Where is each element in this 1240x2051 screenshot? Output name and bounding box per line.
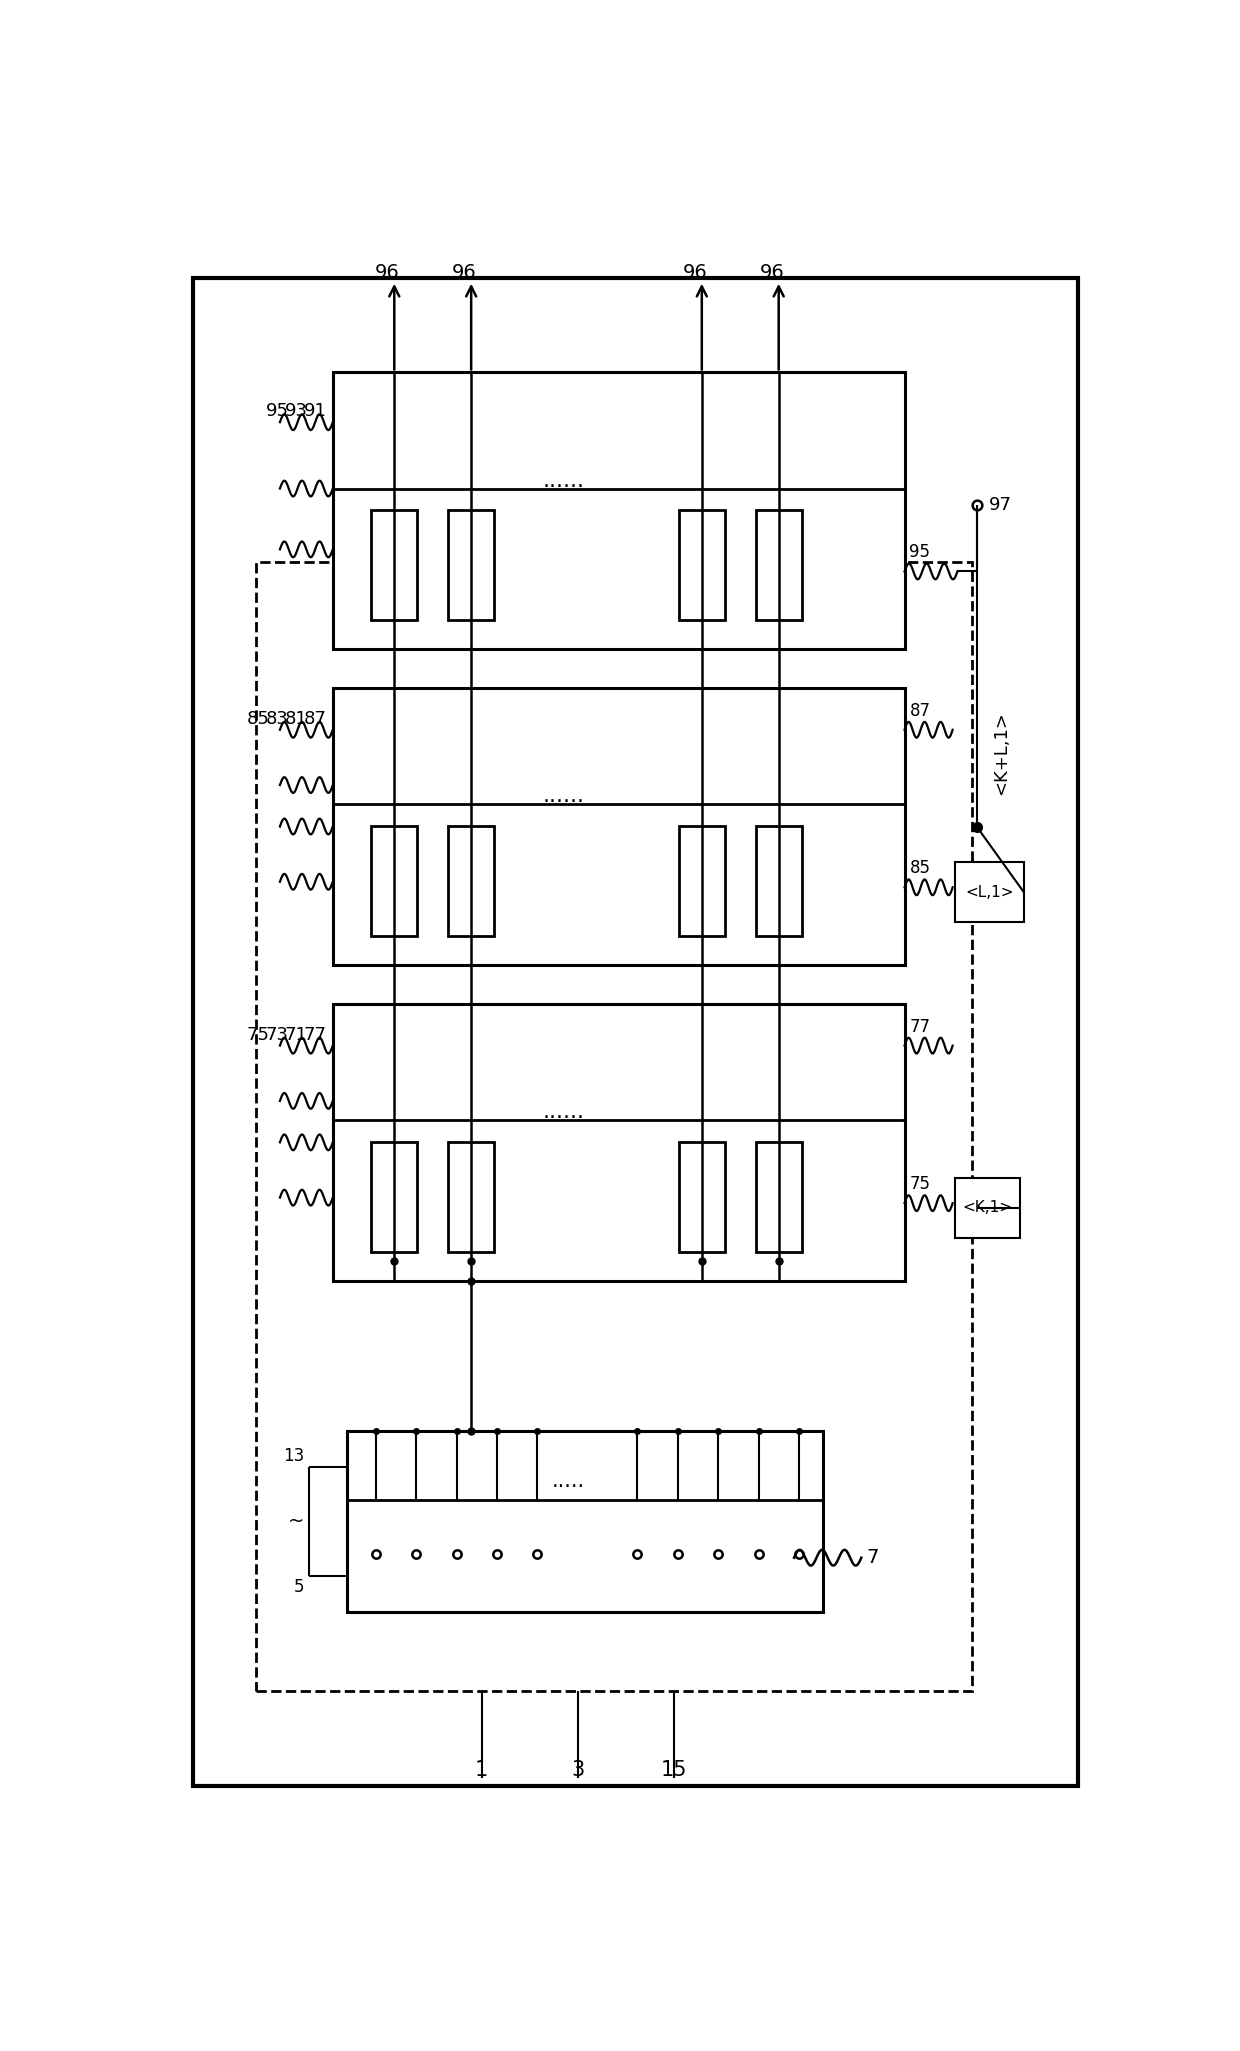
Text: 87: 87 [909,701,930,720]
Bar [448,1142,495,1251]
Text: <K,1>: <K,1> [962,1200,1012,1216]
Text: 73: 73 [265,1026,289,1044]
Text: 96: 96 [451,263,476,283]
Bar [678,511,725,619]
Text: <K+L,1>: <K+L,1> [992,712,1009,796]
Text: 95: 95 [909,544,930,562]
Bar [371,827,418,935]
Bar [332,1005,904,1280]
Text: 85: 85 [909,859,930,878]
Text: 13: 13 [283,1446,304,1464]
Bar [755,1142,802,1251]
Text: ......: ...... [542,470,584,490]
Text: 85: 85 [247,710,269,728]
Bar [678,1142,725,1251]
Text: 91: 91 [304,402,327,420]
Text: 96: 96 [682,263,707,283]
Text: ......: ...... [542,1101,584,1122]
Text: 77: 77 [304,1026,327,1044]
Text: 77: 77 [909,1017,930,1036]
Text: 96: 96 [374,263,399,283]
Text: 1: 1 [475,1760,489,1780]
Text: <L,1>: <L,1> [965,884,1013,900]
Bar [448,511,495,619]
Bar [332,373,904,648]
Bar [755,511,802,619]
Bar [255,562,972,1692]
Text: 15: 15 [661,1760,687,1780]
Text: 81: 81 [285,710,308,728]
Text: 71: 71 [285,1026,308,1044]
Text: 75: 75 [247,1026,269,1044]
Bar [371,1142,418,1251]
Text: 93: 93 [285,402,308,420]
Bar [755,827,802,935]
Text: 7: 7 [867,1549,878,1567]
Bar [678,827,725,935]
Text: 96: 96 [759,263,784,283]
Text: .....: ..... [552,1471,585,1491]
Bar [448,827,495,935]
Bar [371,511,418,619]
Bar [347,1432,823,1612]
Text: 97: 97 [990,496,1012,515]
Text: ~: ~ [288,1512,304,1530]
Text: 95: 95 [265,402,289,420]
Text: 75: 75 [909,1175,930,1194]
Text: 3: 3 [572,1760,584,1780]
Bar [955,1177,1021,1239]
Text: 5: 5 [294,1577,304,1596]
Bar [955,861,1024,923]
Bar [332,689,904,964]
Text: ......: ...... [542,786,584,806]
Text: 87: 87 [304,710,327,728]
Text: 83: 83 [265,710,289,728]
